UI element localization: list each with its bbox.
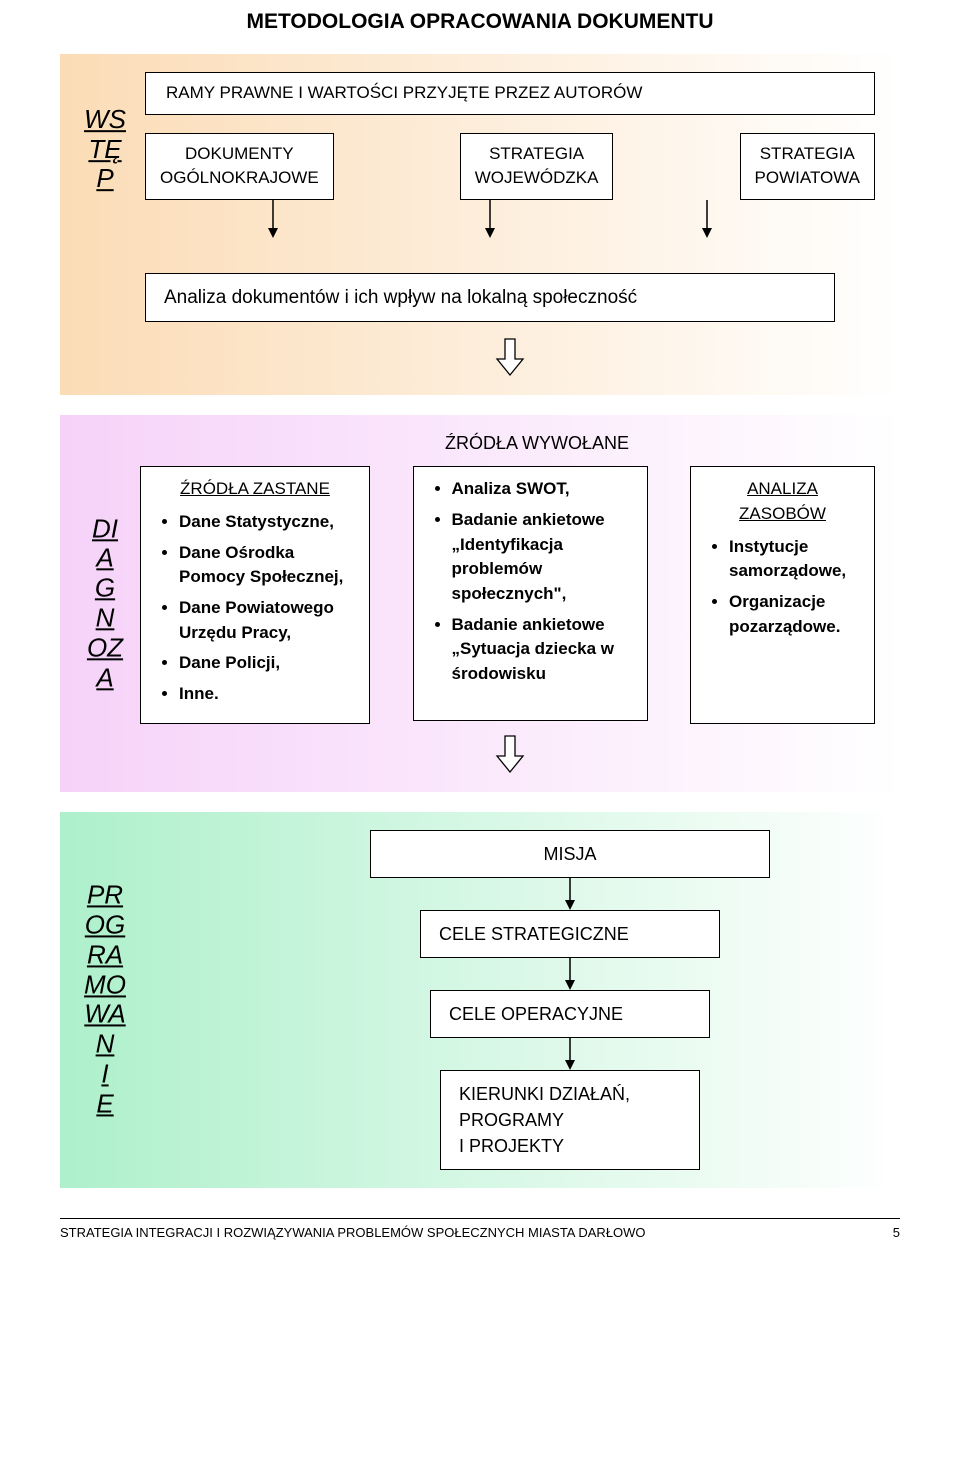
box-analiza-zasobow: ANALIZA ZASOBÓW Instytucje samorządowe, … <box>690 466 875 723</box>
list-item: Dane Ośrodka Pomocy Społecznej, <box>179 541 355 590</box>
box-dokumenty-ogolnokrajowe: DOKUMENTY OGÓLNOKRAJOWE <box>145 133 334 200</box>
box-strategia-powiatowa: STRATEGIA POWIATOWA <box>740 133 875 200</box>
arrow-hollow-icon <box>495 337 525 377</box>
list-item: Badanie ankietowe „Identyfikacja problem… <box>452 508 633 607</box>
list-item: Organizacje pozarządowe. <box>729 590 860 639</box>
text: STRATEGIA <box>489 144 584 163</box>
text: DOKUMENTY <box>185 144 294 163</box>
box-zrodla-zastane: ŹRÓDŁA ZASTANE Dane Statystyczne, Dane O… <box>140 466 370 723</box>
programowanie-stack: MISJA CELE STRATEGICZNE CELE OPERACYJNE … <box>265 830 875 1171</box>
arrow-row-1 <box>165 200 815 238</box>
side-label-text: PR OG RA MO WA N I E <box>84 879 126 1118</box>
text: OGÓLNOKRAJOWE <box>160 168 319 187</box>
list: Dane Statystyczne, Dane Ośrodka Pomocy S… <box>155 510 355 706</box>
arrow-solid-icon <box>563 878 577 910</box>
arrow-solid-icon <box>563 958 577 990</box>
diagnoza-columns: ŹRÓDŁA ZASTANE Dane Statystyczne, Dane O… <box>140 466 875 723</box>
footer: STRATEGIA INTEGRACJI I ROZWIĄZYWANIA PRO… <box>60 1218 900 1240</box>
footer-page-number: 5 <box>893 1225 900 1240</box>
list-item: Badanie ankietowe „Sytuacja dziecka w śr… <box>452 613 633 687</box>
box-cele-strategiczne: CELE STRATEGICZNE <box>420 910 720 958</box>
text: WOJEWÓDZKA <box>475 168 599 187</box>
arrow-solid-icon <box>266 200 280 238</box>
text: STRATEGIA <box>760 144 855 163</box>
box-analiza-dokumentow: Analiza dokumentów i ich wpływ na lokaln… <box>145 273 835 323</box>
arrow-hollow-wrapper <box>145 337 875 377</box>
section-diagnoza: DI A G N OZ A ŹRÓDŁA WYWOŁANE ŹRÓDŁA ZAS… <box>60 415 900 791</box>
list-item: Inne. <box>179 682 355 707</box>
list-item: Analiza SWOT, <box>452 477 633 502</box>
text: POWIATOWA <box>755 168 860 187</box>
side-label-text: DI A G N OZ A <box>87 513 123 692</box>
list-item: Dane Policji, <box>179 651 355 676</box>
list: Instytucje samorządowe, Organizacje poza… <box>705 535 860 640</box>
box-cele-operacyjne: CELE OPERACYJNE <box>430 990 710 1038</box>
list-item: Dane Powiatowego Urzędu Pracy, <box>179 596 355 645</box>
list-item: Dane Statystyczne, <box>179 510 355 535</box>
page-title: METODOLOGIA OPRACOWANIA DOKUMENTU <box>60 10 900 34</box>
arrow-hollow-icon <box>495 734 525 774</box>
box-zrodla-wywolane-items: Analiza SWOT, Badanie ankietowe „Identyf… <box>413 466 648 721</box>
footer-left: STRATEGIA INTEGRACJI I ROZWIĄZYWANIA PRO… <box>60 1225 646 1240</box>
arrow-solid-icon <box>563 1038 577 1070</box>
side-label-programowanie: PR OG RA MO WA N I E <box>80 880 130 1119</box>
section-wstep: WS TĘ P RAMY PRAWNE I WARTOŚCI PRZYJĘTE … <box>60 54 900 395</box>
header-zrodla-wywolane: ŹRÓDŁA WYWOŁANE <box>445 433 875 454</box>
arrow-hollow-wrapper <box>145 734 875 774</box>
arrow-solid-icon <box>483 200 497 238</box>
box-kierunki-dzialan: KIERUNKI DZIAŁAŃ, PROGRAMY I PROJEKTY <box>440 1070 700 1170</box>
page: METODOLOGIA OPRACOWANIA DOKUMENTU WS TĘ … <box>0 10 960 1270</box>
side-label-diagnoza: DI A G N OZ A <box>80 514 130 693</box>
side-label-text: WS TĘ P <box>84 104 126 194</box>
arrow-solid-icon <box>700 200 714 238</box>
box-head: ANALIZA ZASOBÓW <box>705 477 860 526</box>
box-strategia-wojewodzka: STRATEGIA WOJEWÓDZKA <box>460 133 614 200</box>
box-ramy-prawne: RAMY PRAWNE I WARTOŚCI PRZYJĘTE PRZEZ AU… <box>145 72 875 115</box>
row-documents: DOKUMENTY OGÓLNOKRAJOWE STRATEGIA WOJEWÓ… <box>145 133 875 200</box>
side-label-wstep: WS TĘ P <box>80 105 130 195</box>
list: Analiza SWOT, Badanie ankietowe „Identyf… <box>428 477 633 686</box>
section-programowanie: PR OG RA MO WA N I E MISJA CELE STRATEGI… <box>60 812 900 1189</box>
list-item: Instytucje samorządowe, <box>729 535 860 584</box>
box-misja: MISJA <box>370 830 770 878</box>
box-head: ŹRÓDŁA ZASTANE <box>155 477 355 502</box>
